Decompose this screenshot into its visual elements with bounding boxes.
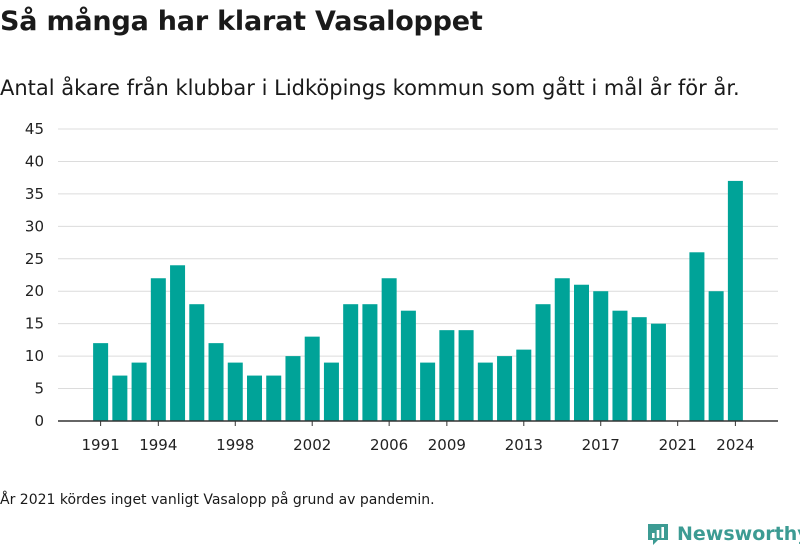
bar-2000 xyxy=(266,375,282,421)
y-tick-label: 45 xyxy=(25,120,44,138)
y-tick-label: 25 xyxy=(25,250,44,268)
bar-2007 xyxy=(400,310,416,421)
x-tick-label: 2017 xyxy=(582,436,620,454)
x-tick-label: 2006 xyxy=(370,436,408,454)
bar-2004 xyxy=(343,304,359,421)
y-tick-label: 5 xyxy=(34,380,44,398)
bar-chart: 0 5 10 15 20 25 30 35 40 45 1991 1994 1998 2002 2006 2… xyxy=(25,120,778,454)
x-tick-label: 1994 xyxy=(139,436,177,454)
bar-2008 xyxy=(420,362,436,421)
x-tick-label: 2002 xyxy=(293,436,331,454)
newsworthy-logo-icon xyxy=(648,524,668,545)
y-tick-label: 30 xyxy=(25,217,44,235)
bar-2018 xyxy=(612,310,628,421)
brand-name: Newsworthy xyxy=(677,523,800,545)
bar-2011 xyxy=(477,362,493,421)
bar-2024 xyxy=(727,180,743,421)
bar-1997 xyxy=(208,343,224,421)
bar-2019 xyxy=(631,317,647,421)
bar-2020 xyxy=(650,323,666,421)
x-axis: 1991 1994 1998 2002 2006 2009 2013 2017 2021 2024 xyxy=(58,420,778,454)
bar-1995 xyxy=(170,265,186,421)
bar-2009 xyxy=(439,330,455,421)
bar-2006 xyxy=(381,278,397,421)
x-tick-label: 2013 xyxy=(505,436,543,454)
bar-2022 xyxy=(689,252,705,421)
y-tick-label: 35 xyxy=(25,185,44,203)
bar-2012 xyxy=(497,356,513,421)
y-tick-label: 40 xyxy=(25,152,44,170)
y-tick-label: 0 xyxy=(34,412,44,430)
x-tick-label: 2009 xyxy=(428,436,466,454)
x-tick-label: 2024 xyxy=(716,436,754,454)
bars xyxy=(93,180,743,421)
x-tick-label: 1991 xyxy=(82,436,120,454)
chart-title: Så många har klarat Vasaloppet xyxy=(0,6,483,37)
bar-1991 xyxy=(93,343,109,421)
bar-2005 xyxy=(362,304,378,421)
bar-2023 xyxy=(708,291,724,421)
bar-1992 xyxy=(112,375,128,421)
x-tick-label: 2021 xyxy=(659,436,697,454)
bar-1993 xyxy=(131,362,147,421)
bar-2013 xyxy=(516,349,532,421)
y-tick-label: 20 xyxy=(25,282,44,300)
footnote: År 2021 kördes inget vanligt Vasalopp på… xyxy=(0,492,435,508)
bar-1999 xyxy=(246,375,263,421)
y-axis: 0 5 10 15 20 25 30 35 40 45 xyxy=(25,120,44,430)
bar-2003 xyxy=(323,362,339,421)
y-tick-label: 15 xyxy=(25,315,44,333)
brand-logo: Newsworthy xyxy=(645,518,800,550)
bar-2010 xyxy=(458,330,474,421)
bar-2017 xyxy=(593,291,609,421)
gridlines xyxy=(58,128,778,390)
bar-2016 xyxy=(573,284,590,421)
bar-1998 xyxy=(227,362,243,421)
bar-2014 xyxy=(535,304,551,421)
bar-1996 xyxy=(189,304,205,421)
bar-2001 xyxy=(285,356,301,421)
chart-subtitle: Antal åkare från klubbar i Lidköpings ko… xyxy=(0,76,740,100)
bar-1994 xyxy=(150,278,166,421)
y-tick-label: 10 xyxy=(25,347,44,365)
bar-2002 xyxy=(304,336,320,421)
bar-2015 xyxy=(554,278,570,421)
x-tick-label: 1998 xyxy=(216,436,254,454)
